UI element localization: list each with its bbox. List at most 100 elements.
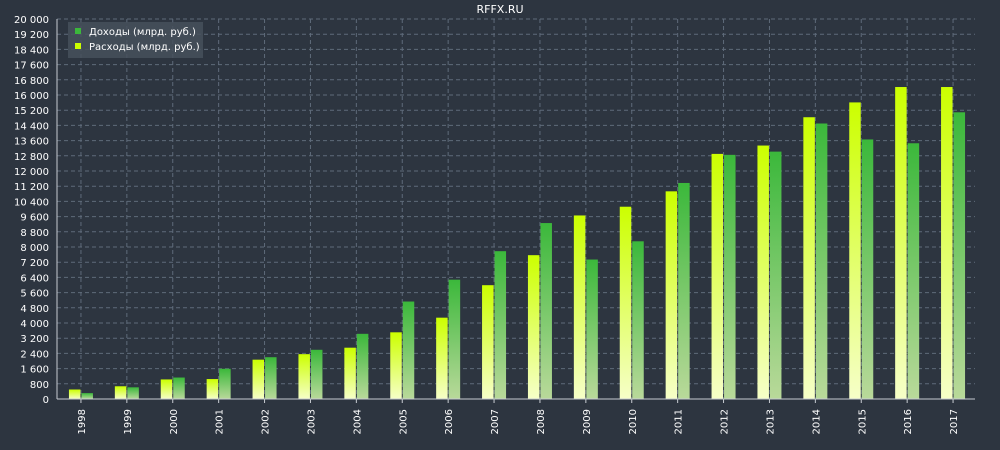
bar-income-2008: [540, 223, 552, 399]
y-tick-label: 4 800: [20, 304, 49, 315]
bar-income-2006: [448, 279, 461, 399]
y-tick-label: 3 200: [20, 334, 49, 345]
y-tick-label: 800: [30, 380, 49, 391]
x-tick-label: 2015: [857, 409, 868, 434]
axes: [56, 19, 975, 403]
bar-expense-2008: [527, 255, 540, 399]
bar-income-2012: [724, 154, 736, 399]
bar-income-2001: [219, 368, 231, 399]
bar-expense-2014: [803, 117, 815, 399]
bar-expense-2011: [665, 191, 678, 399]
y-tick-label: 20 000: [14, 15, 49, 26]
y-tick-label: 19 200: [14, 30, 49, 41]
bar-expense-2003: [298, 354, 310, 399]
y-tick-label: 2 400: [20, 349, 49, 360]
y-tick-label: 6 400: [20, 273, 49, 284]
legend-swatch-expense: [75, 43, 81, 49]
bar-expense-2000: [160, 379, 173, 399]
chart-title: RFFX.RU: [476, 3, 523, 16]
y-tick-label: 4 000: [20, 319, 49, 330]
x-tick-label: 2017: [949, 409, 960, 434]
x-tick-label: 2008: [536, 409, 547, 434]
bar-income-1998: [81, 393, 93, 399]
bar-expense-2007: [482, 285, 494, 399]
y-tick-label: 16 000: [14, 91, 49, 102]
bar-income-1999: [127, 387, 139, 399]
bar-expense-2015: [849, 102, 861, 399]
x-tick-label: 2012: [720, 409, 731, 434]
bar-income-2017: [953, 112, 966, 399]
x-tick-label: 2010: [628, 409, 639, 434]
x-tick-label: 2003: [306, 409, 317, 434]
x-tick-label: 2014: [811, 409, 822, 434]
bar-expense-2016: [895, 87, 907, 400]
bar-income-2014: [815, 123, 828, 399]
y-tick-label: 8 800: [20, 228, 49, 239]
y-tick-label: 11 200: [14, 182, 49, 193]
bar-expense-2004: [344, 347, 356, 399]
y-tick-label: 1 600: [20, 365, 49, 376]
bar-income-2003: [310, 349, 323, 399]
bar-income-2004: [356, 333, 369, 399]
y-tick-labels: 0 800 1 600 2 400 3 200 4 000 4 800 5 600 6 400 7…: [14, 15, 49, 406]
bar-income-2002: [265, 357, 277, 399]
bar-expense-2012: [711, 153, 724, 399]
y-tick-label: 16 800: [14, 76, 49, 87]
bar-expense-2010: [619, 206, 632, 399]
bar-expense-2002: [252, 359, 265, 399]
bar-income-2010: [632, 241, 644, 399]
legend-label-expense: Расходы (млрд. руб.): [89, 42, 200, 53]
y-tick-label: 5 600: [20, 289, 49, 300]
x-tick-label: 2000: [169, 409, 180, 434]
legend: Доходы (млрд. руб.) Расходы (млрд. руб.): [68, 22, 203, 58]
legend-swatch-income: [75, 28, 81, 34]
bar-income-2016: [907, 143, 920, 399]
bar-income-2005: [402, 301, 415, 399]
y-tick-label: 13 600: [14, 137, 49, 148]
bar-expense-2005: [390, 332, 402, 399]
y-tick-label: 0: [43, 395, 49, 406]
y-tick-label: 17 600: [14, 61, 49, 72]
bar-expense-1999: [114, 386, 127, 399]
bar-expense-2001: [206, 379, 219, 399]
bar-income-2007: [494, 251, 507, 399]
x-tick-label: 2006: [444, 409, 455, 434]
y-tick-label: 18 400: [14, 45, 49, 56]
x-tick-label: 2002: [261, 409, 272, 434]
x-tick-label: 2001: [215, 409, 226, 434]
bar-income-2011: [678, 182, 690, 399]
y-tick-label: 10 400: [14, 197, 49, 208]
y-tick-label: 14 400: [14, 121, 49, 132]
grid-lines: [57, 18, 975, 399]
bar-income-2013: [769, 151, 782, 399]
y-tick-label: 12 800: [14, 152, 49, 163]
x-tick-label: 2005: [398, 409, 409, 434]
y-tick-label: 12 000: [14, 167, 49, 178]
x-tick-label: 2004: [352, 409, 363, 434]
x-tick-label: 2007: [490, 409, 501, 434]
x-tick-label: 2016: [903, 409, 914, 434]
bar-income-2000: [173, 377, 185, 399]
bars: [68, 87, 966, 400]
bar-expense-2017: [941, 87, 953, 400]
x-tick-label: 2011: [674, 409, 685, 434]
bar-expense-2006: [436, 317, 448, 399]
x-tick-label: 1999: [123, 409, 134, 434]
x-tick-label: 1998: [77, 409, 88, 434]
bar-expense-2013: [757, 145, 769, 399]
bar-expense-2009: [573, 215, 586, 399]
y-tick-label: 8 000: [20, 243, 49, 254]
bar-income-2015: [861, 139, 874, 399]
x-tick-labels: 1998 1999 2000 2001 2002 2003 2004 2005 2006 2007…: [77, 409, 960, 434]
y-tick-label: 7 200: [20, 258, 49, 269]
bar-income-2009: [586, 259, 598, 399]
bar-expense-1998: [68, 389, 81, 399]
x-tick-label: 2009: [582, 409, 593, 434]
x-tick-label: 2013: [765, 409, 776, 434]
legend-label-income: Доходы (млрд. руб.): [89, 27, 196, 38]
y-tick-label: 9 600: [20, 213, 49, 224]
y-tick-label: 15 200: [14, 106, 49, 117]
legend-box: [68, 22, 203, 58]
